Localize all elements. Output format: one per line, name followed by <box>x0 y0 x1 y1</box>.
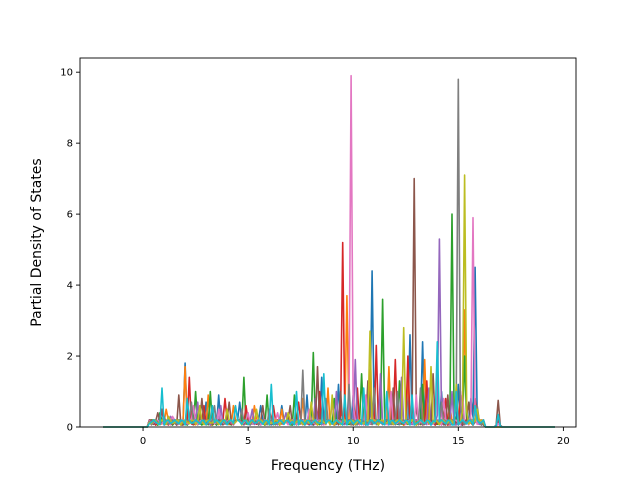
y-tick-label: 4 <box>67 281 73 292</box>
tick-group: 0 5 10 15 20 0 2 4 6 8 10 <box>60 68 569 447</box>
x-tick-label: 0 <box>140 436 146 447</box>
x-tick-label: 5 <box>245 436 251 447</box>
y-tick-label: 6 <box>67 210 73 221</box>
plot-frame <box>79 57 577 428</box>
y-tick-label: 2 <box>67 352 73 363</box>
x-tick-label: 20 <box>557 436 570 447</box>
x-axis-title: Frequency (THz) <box>271 458 385 474</box>
y-axis-title: Partial Density of States <box>29 158 45 326</box>
y-tick-label: 8 <box>67 139 73 150</box>
x-tick-label: 15 <box>452 436 465 447</box>
x-tick-label: 10 <box>347 436 360 447</box>
pdos-series-line-9 <box>103 174 555 428</box>
y-tick-label: 0 <box>67 423 73 434</box>
series-group <box>103 74 555 428</box>
y-tick-label: 10 <box>60 68 73 79</box>
pdos-series-line-10 <box>103 340 555 428</box>
